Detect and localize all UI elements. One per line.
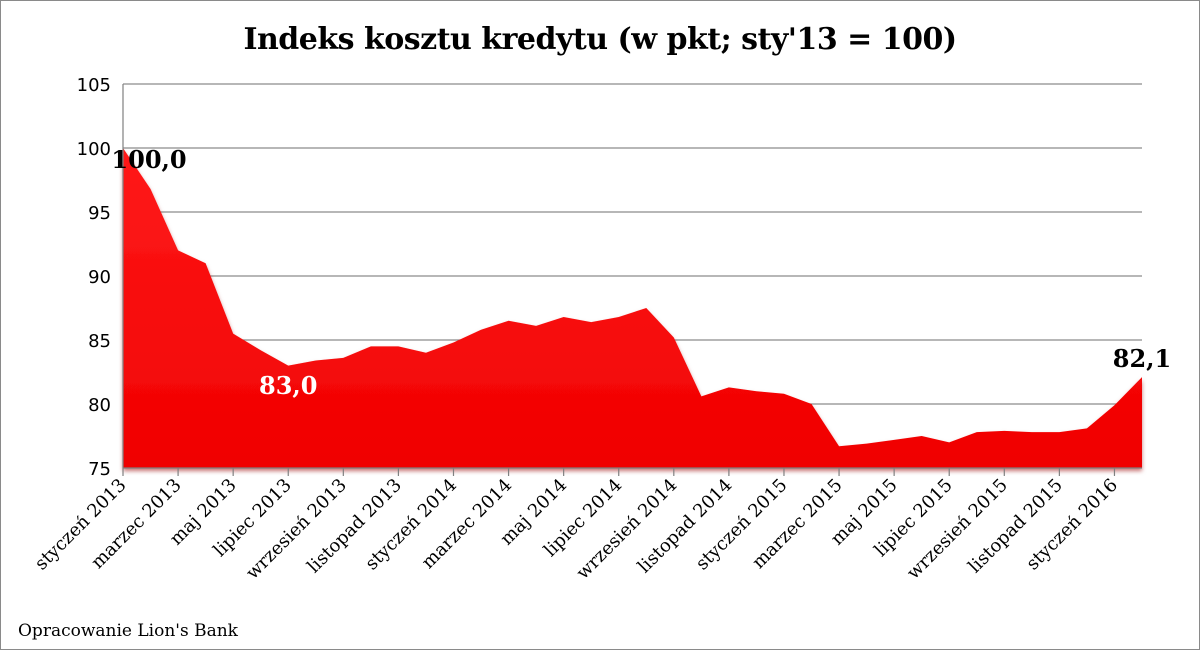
x-tick-label: wrzesień 2014 [573, 475, 682, 584]
data-point [150, 188, 152, 190]
data-label: 100,0 [111, 145, 186, 174]
data-point [397, 345, 399, 347]
y-tick-label: 105 [77, 75, 111, 96]
data-point [783, 393, 785, 395]
data-point [1058, 431, 1060, 433]
data-point [1141, 376, 1143, 378]
data-point [948, 441, 950, 443]
data-point [1113, 404, 1115, 406]
data-point [232, 333, 234, 335]
data-point [508, 320, 510, 322]
data-point [728, 386, 730, 388]
data-point [177, 249, 179, 251]
data-point [260, 349, 262, 351]
data-point [590, 321, 592, 323]
data-point [838, 445, 840, 447]
data-point [700, 395, 702, 397]
data-point [563, 316, 565, 318]
series-area [123, 148, 1142, 468]
data-point [921, 435, 923, 437]
data-label: 82,1 [1113, 344, 1171, 373]
data-point [205, 262, 207, 264]
y-tick-label: 80 [88, 395, 111, 416]
source-credit: Opracowanie Lion's Bank [18, 621, 238, 641]
data-point [893, 439, 895, 441]
data-point [370, 345, 372, 347]
y-tick-label: 100 [77, 139, 111, 160]
y-tick-label: 75 [88, 459, 111, 480]
x-tick-label: wrzesień 2015 [903, 475, 1012, 584]
data-point [1031, 431, 1033, 433]
data-point [755, 390, 757, 392]
data-point [866, 443, 868, 445]
data-point [452, 342, 454, 344]
y-tick-label: 90 [88, 267, 111, 288]
data-point [535, 325, 537, 327]
y-tick-label: 95 [88, 203, 111, 224]
data-point [342, 357, 344, 359]
data-point [673, 336, 675, 338]
data-point [618, 316, 620, 318]
x-tick-label: listopad 2013 [303, 475, 406, 578]
data-label: 83,0 [259, 371, 317, 400]
x-tick-label: listopad 2015 [964, 475, 1067, 578]
data-point [1003, 430, 1005, 432]
chart-title: Indeks kosztu kredytu (w pkt; sty'13 = 1… [243, 22, 957, 57]
x-tick-label: wrzesień 2013 [242, 475, 351, 584]
data-point [480, 329, 482, 331]
data-point [811, 403, 813, 405]
y-tick-label: 85 [88, 331, 111, 352]
data-point [315, 359, 317, 361]
data-point [1086, 427, 1088, 429]
data-point [425, 352, 427, 354]
data-point [976, 431, 978, 433]
data-point [287, 365, 289, 367]
data-point [645, 307, 647, 309]
x-tick-label: listopad 2014 [634, 475, 737, 578]
